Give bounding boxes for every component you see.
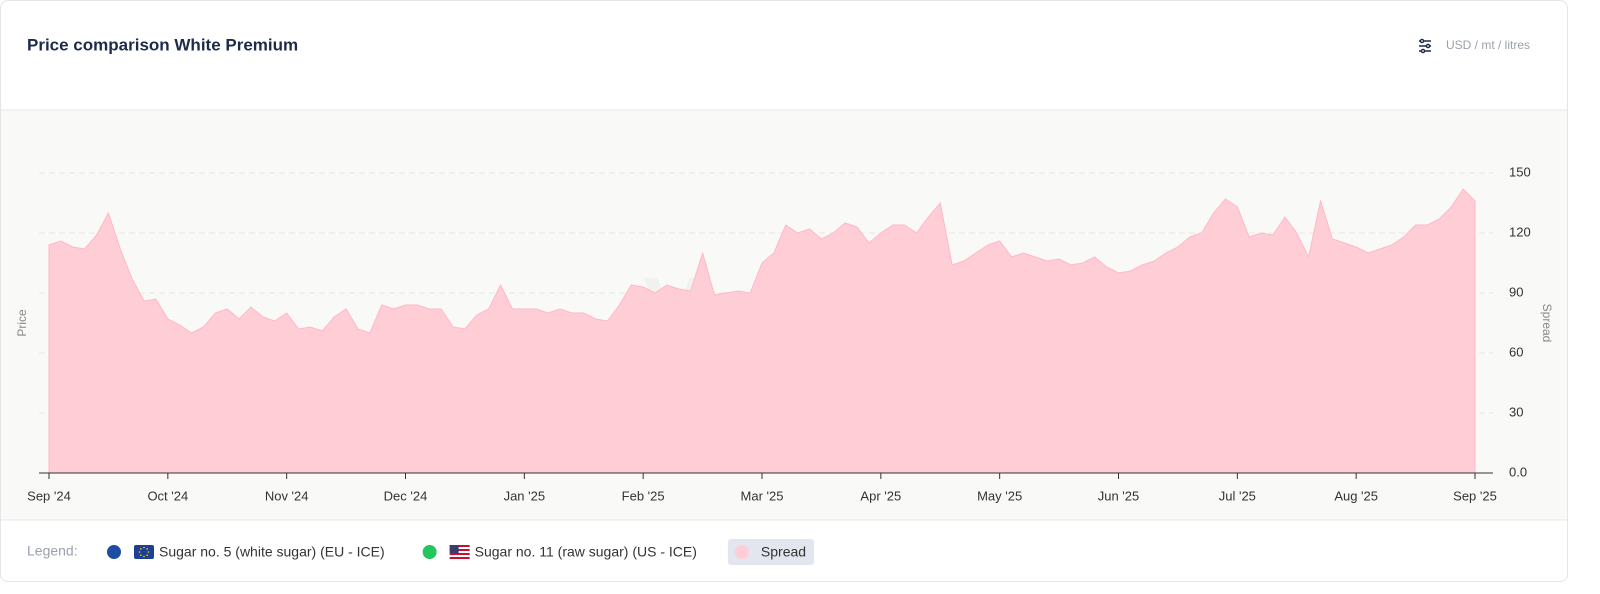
plot: 0.0 30 60 90 120 150 Sep '24 Oct '24 Nov '24 Dec … xyxy=(27,164,1531,503)
legend-label[interactable]: Spread xyxy=(761,544,806,560)
flag-star xyxy=(146,554,148,556)
flag-star xyxy=(146,548,148,550)
x-tick-label: Feb '25 xyxy=(622,488,665,503)
flag-star xyxy=(140,554,142,556)
y2-tick-label: 150 xyxy=(1509,164,1531,179)
flag-stripe xyxy=(449,557,470,559)
x-tick-label: Jan '25 xyxy=(504,488,546,503)
flag xyxy=(134,545,154,559)
card: Price comparison White Premium USD / mt … xyxy=(0,0,1568,582)
legend-marker[interactable] xyxy=(107,545,121,559)
legend-title: Legend: xyxy=(27,543,78,559)
flag-star xyxy=(140,548,142,550)
y2-tick-label: 120 xyxy=(1509,224,1531,239)
units-icon[interactable] xyxy=(1419,38,1431,54)
flag-icon xyxy=(449,545,470,559)
flag-stripe xyxy=(449,545,470,547)
x-tick-label: May '25 xyxy=(977,488,1022,503)
x-tick-label: Sep '25 xyxy=(1453,488,1497,503)
flag-icon xyxy=(134,545,154,559)
y2-tick-label: 30 xyxy=(1509,404,1523,419)
legend-active-bg[interactable] xyxy=(727,539,815,565)
y-axis-label: Price xyxy=(15,309,29,337)
legend-marker[interactable] xyxy=(422,545,437,559)
x-tick-label: Jun '25 xyxy=(1098,488,1140,503)
y2-tick-label: 60 xyxy=(1509,344,1523,359)
chart-title: Price comparison White Premium xyxy=(27,35,298,54)
chart: Price comparison White Premium USD / mt … xyxy=(1,35,1567,565)
legend-label[interactable]: Sugar no. 11 (raw sugar) (US - ICE) xyxy=(475,544,697,560)
x-tick-label: Mar '25 xyxy=(741,488,784,503)
x-tick-label: Dec '24 xyxy=(384,488,428,503)
flag-stripe xyxy=(449,553,470,555)
flag-star xyxy=(143,555,145,558)
x-tick-label: Apr '25 xyxy=(860,488,901,503)
units-label[interactable]: USD / mt / litres xyxy=(1446,38,1530,52)
x-tick-label: Aug '25 xyxy=(1334,488,1378,503)
legend-marker[interactable] xyxy=(734,545,749,559)
flag-star xyxy=(147,551,150,553)
x-tick-label: Oct '24 xyxy=(147,488,188,503)
x-tick-label: Nov '24 xyxy=(265,488,309,503)
y2-axis-label: Spread xyxy=(1540,304,1554,343)
spread-area xyxy=(48,188,1476,474)
y2-tick-label: 0.0 xyxy=(1509,464,1527,479)
y2-tick-label: 90 xyxy=(1509,284,1523,299)
flag-star xyxy=(138,551,141,553)
legend-label[interactable]: Sugar no. 5 (white sugar) (EU - ICE) xyxy=(159,544,385,560)
x-tick-label: Jul '25 xyxy=(1219,488,1256,503)
legend: Sugar no. 5 (white sugar) (EU - ICE) Suga… xyxy=(107,539,815,565)
flag-stripe xyxy=(449,549,470,551)
flag-star xyxy=(143,546,145,549)
flag-canton xyxy=(449,545,459,553)
x-tick-label: Sep '24 xyxy=(27,488,71,503)
